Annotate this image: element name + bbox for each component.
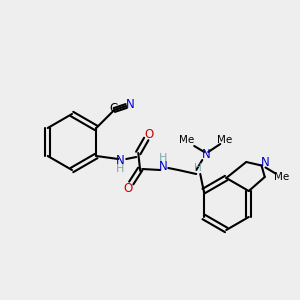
Text: H: H — [159, 153, 167, 163]
Text: Me: Me — [178, 135, 194, 145]
Text: N: N — [202, 148, 211, 160]
Text: N: N — [116, 154, 124, 166]
Text: H: H — [116, 164, 124, 174]
Text: O: O — [145, 128, 154, 140]
Text: N: N — [159, 160, 168, 173]
Text: H: H — [194, 163, 202, 173]
Text: O: O — [124, 182, 133, 194]
Text: Me: Me — [274, 172, 289, 182]
Text: N: N — [126, 98, 135, 110]
Text: C: C — [109, 101, 117, 115]
Text: N: N — [261, 156, 270, 169]
Text: Me: Me — [217, 135, 232, 145]
